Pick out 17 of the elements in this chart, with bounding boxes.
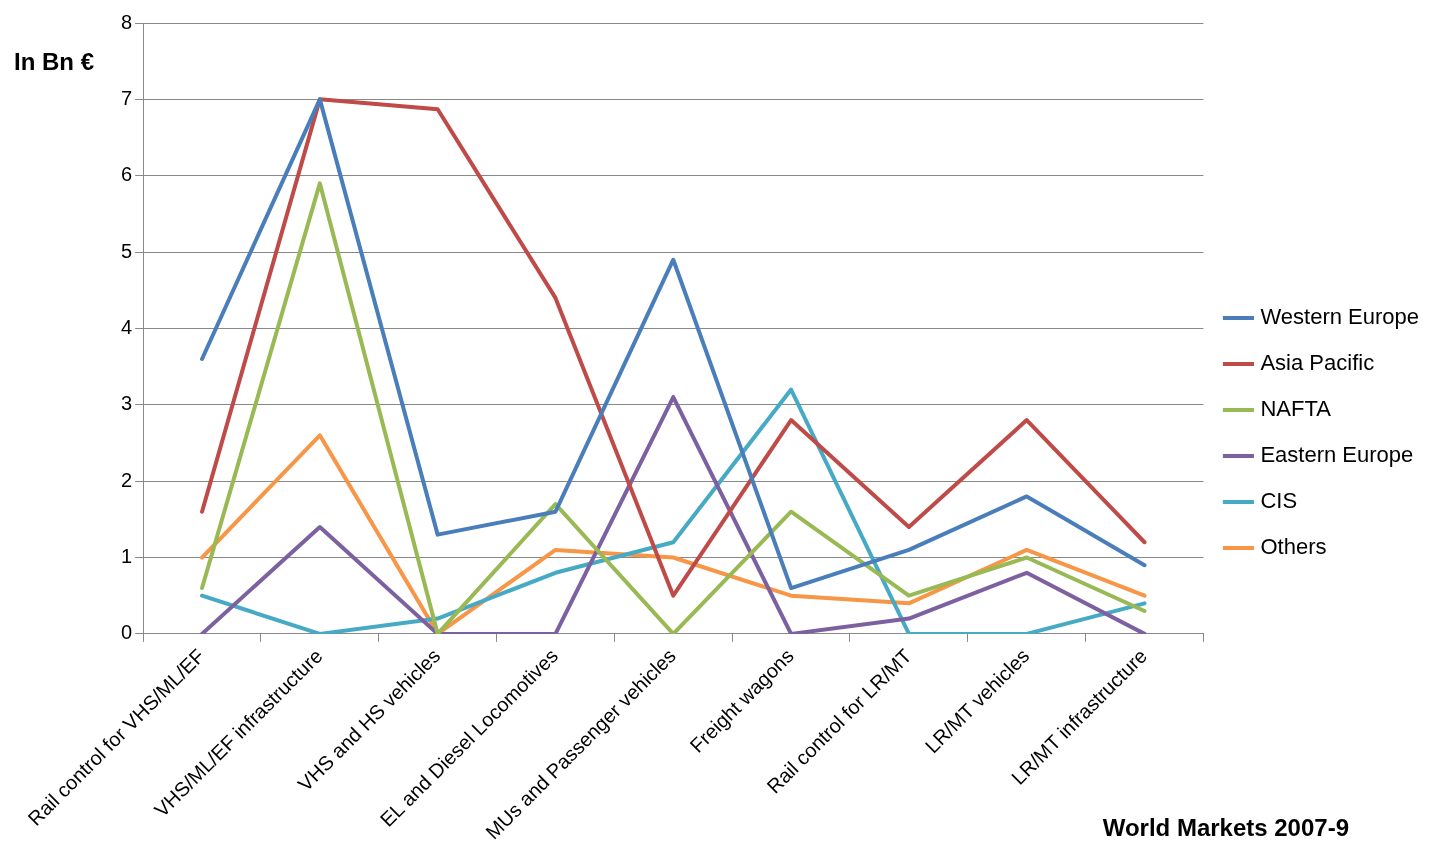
legend-label: Western Europe xyxy=(1260,304,1420,330)
legend-label: Eastern Europe xyxy=(1260,442,1414,468)
legend-label: Asia Pacific xyxy=(1260,350,1375,376)
legend-label: CIS xyxy=(1260,488,1298,514)
y-tick-label: 3 xyxy=(121,392,133,415)
y-tick-label: 6 xyxy=(121,163,133,186)
legend-label: NAFTA xyxy=(1260,396,1332,422)
y-tick-label: 7 xyxy=(121,86,133,109)
y-tick-label: 8 xyxy=(121,10,133,33)
y-tick-label: 4 xyxy=(121,315,133,338)
y-tick-label: 2 xyxy=(121,468,133,491)
y-axis-title: In Bn € xyxy=(14,48,95,76)
y-tick-label: 0 xyxy=(121,621,133,644)
y-tick-label: 1 xyxy=(121,545,133,568)
legend-label: Others xyxy=(1260,534,1327,560)
text: World Markets 2007-9 xyxy=(1102,814,1349,842)
y-tick-label: 5 xyxy=(121,239,133,262)
